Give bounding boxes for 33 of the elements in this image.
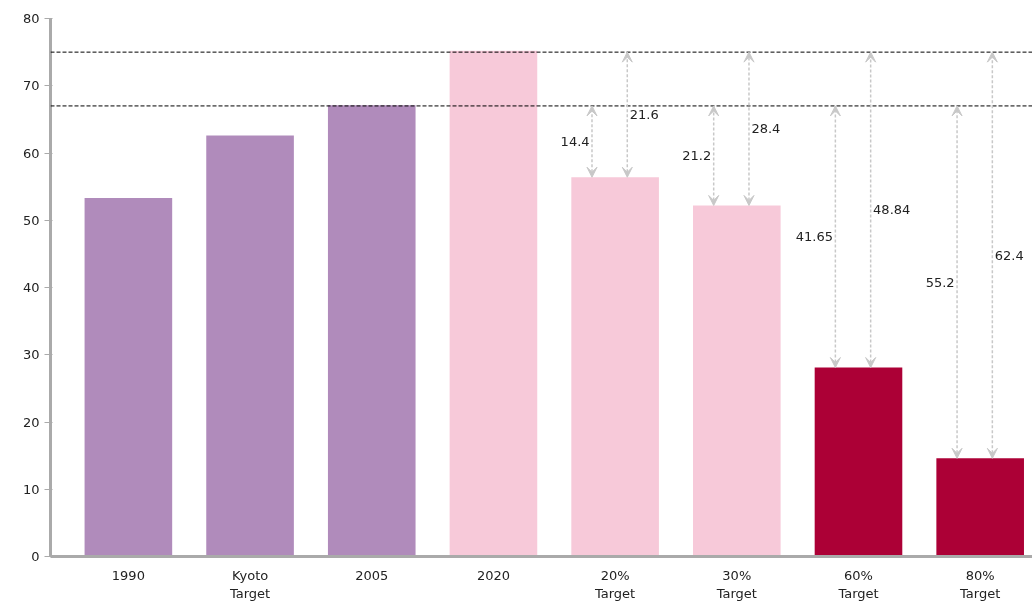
y-tick-label: 0 xyxy=(31,549,40,564)
annotation: 21.6 xyxy=(629,107,659,123)
y-tick-label: 60 xyxy=(22,145,40,161)
x-tick-label: 60% Target xyxy=(837,567,879,601)
y-tick-label: 30 xyxy=(22,347,40,363)
bar xyxy=(571,177,659,557)
annotation: 21.2 xyxy=(682,148,712,164)
annotation: 14.4 xyxy=(560,134,590,150)
y-tick-label: 50 xyxy=(22,212,40,228)
bar xyxy=(936,458,1024,557)
x-tick-label: 30% Target xyxy=(715,567,757,601)
y-tick-label: 40 xyxy=(22,280,40,295)
y-tick-label: 10 xyxy=(22,481,40,497)
annotation: 62.4 xyxy=(994,247,1024,263)
bar xyxy=(814,367,903,557)
x-tick-label: 2005 xyxy=(355,567,389,583)
annotation: 41.65 xyxy=(795,229,833,245)
bar xyxy=(327,105,416,557)
x-tick-label: Kyoto Target xyxy=(228,567,271,601)
bar xyxy=(693,205,781,557)
y-tick-label: 70 xyxy=(22,78,40,94)
y-tick-label: 20 xyxy=(22,414,40,430)
x-tick-label: 20% Target xyxy=(594,567,636,601)
x-tick-label: 1990 xyxy=(111,567,145,583)
y-tick-label: 80 xyxy=(22,11,40,26)
annotation: 48.84 xyxy=(873,202,911,218)
annotation: 55.2 xyxy=(925,274,955,290)
x-tick-label: 2020 xyxy=(476,567,510,583)
annotation: 28.4 xyxy=(751,121,781,137)
bar xyxy=(449,50,538,557)
bar xyxy=(84,198,173,557)
bar xyxy=(206,135,294,557)
x-tick-label: 80% Target xyxy=(959,567,1001,601)
